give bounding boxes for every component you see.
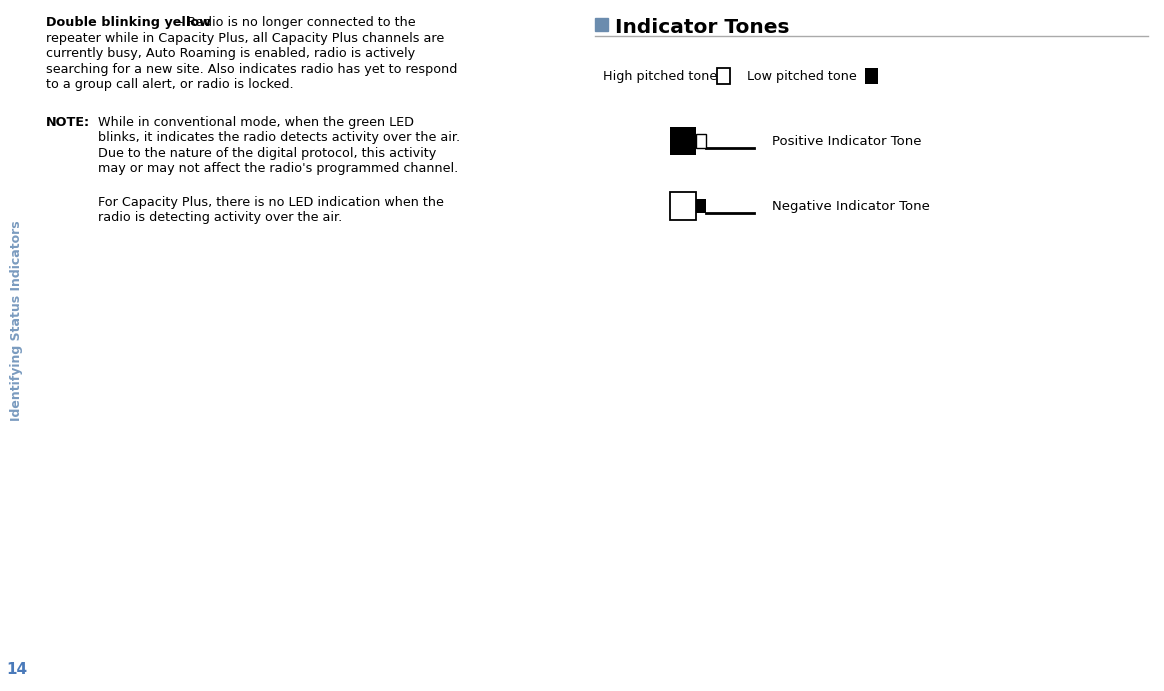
Bar: [696, 199, 707, 213]
Text: High pitched tone: High pitched tone: [603, 70, 717, 82]
Text: Double blinking yellow: Double blinking yellow: [47, 16, 211, 29]
Bar: [717, 68, 730, 84]
Text: For Capacity Plus, there is no LED indication when the: For Capacity Plus, there is no LED indic…: [98, 196, 443, 209]
Text: repeater while in Capacity Plus, all Capacity Plus channels are: repeater while in Capacity Plus, all Cap…: [47, 32, 445, 44]
Text: – Radio is no longer connected to the: – Radio is no longer connected to the: [173, 16, 416, 29]
Text: searching for a new site. Also indicates radio has yet to respond: searching for a new site. Also indicates…: [47, 62, 457, 75]
Text: Positive Indicator Tone: Positive Indicator Tone: [772, 135, 922, 147]
Text: 14: 14: [7, 661, 28, 676]
Text: radio is detecting activity over the air.: radio is detecting activity over the air…: [98, 211, 342, 224]
Bar: [670, 192, 696, 220]
Text: to a group call alert, or radio is locked.: to a group call alert, or radio is locke…: [47, 78, 293, 91]
Text: Due to the nature of the digital protocol, this activity: Due to the nature of the digital protoco…: [98, 146, 436, 160]
Text: While in conventional mode, when the green LED: While in conventional mode, when the gre…: [98, 115, 414, 129]
Text: may or may not affect the radio's programmed channel.: may or may not affect the radio's progra…: [98, 162, 459, 175]
Text: currently busy, Auto Roaming is enabled, radio is actively: currently busy, Auto Roaming is enabled,…: [47, 47, 416, 60]
Bar: [696, 134, 707, 148]
Text: blinks, it indicates the radio detects activity over the air.: blinks, it indicates the radio detects a…: [98, 131, 460, 144]
Text: Low pitched tone: Low pitched tone: [747, 70, 857, 82]
Text: NOTE:: NOTE:: [47, 115, 90, 129]
Text: Identifying Status Indicators: Identifying Status Indicators: [10, 220, 23, 422]
Text: Negative Indicator Tone: Negative Indicator Tone: [772, 200, 930, 213]
Bar: [670, 127, 696, 155]
Text: Indicator Tones: Indicator Tones: [615, 18, 789, 37]
Bar: [595, 18, 608, 31]
Bar: [865, 68, 878, 84]
